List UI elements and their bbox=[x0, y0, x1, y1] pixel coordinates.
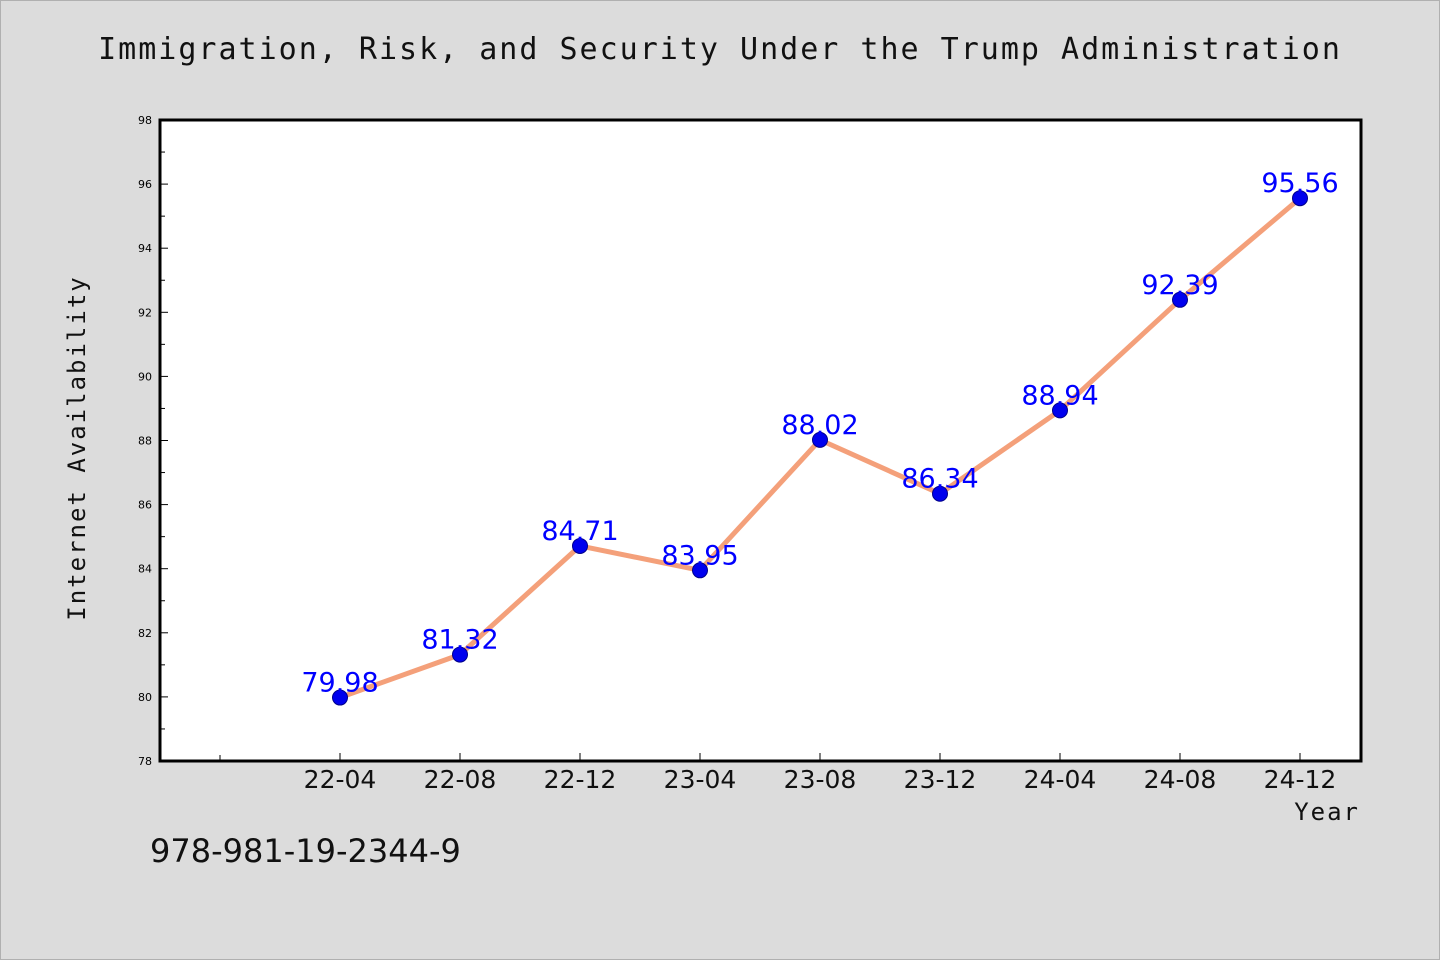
y-tick-label: 86 bbox=[138, 499, 152, 512]
data-point bbox=[1292, 190, 1308, 207]
x-axis-label: Year bbox=[1294, 798, 1360, 826]
x-tick-label: 22-12 bbox=[544, 765, 617, 794]
data-point bbox=[1052, 402, 1068, 419]
x-axis: 22-04 22-08 22-12 23-04 23-08 23-12 24-04 24-08… bbox=[219, 753, 1337, 794]
series-markers bbox=[332, 190, 1308, 706]
y-tick-label: 88 bbox=[138, 435, 152, 448]
data-label: 86.34 bbox=[901, 464, 978, 495]
data-label: 88.02 bbox=[781, 410, 858, 441]
data-label: 84.71 bbox=[541, 516, 618, 547]
data-label: 92.39 bbox=[1141, 270, 1218, 301]
y-tick-label: 82 bbox=[138, 627, 152, 640]
chart-title: Immigration, Risk, and Security Under th… bbox=[98, 32, 1342, 67]
y-tick-label: 84 bbox=[138, 563, 152, 576]
x-tick-label: 24-12 bbox=[1264, 765, 1337, 794]
isbn-note: 978-981-19-2344-9 bbox=[150, 832, 461, 870]
x-tick-label: 24-08 bbox=[1144, 765, 1217, 794]
data-labels: 79.98 81.32 84.71 83.95 88.02 86.34 88.94 92.39… bbox=[301, 168, 1338, 698]
x-tick-label: 24-04 bbox=[1024, 765, 1097, 794]
data-label: 88.94 bbox=[1021, 380, 1098, 411]
data-point bbox=[332, 689, 348, 706]
plot-area bbox=[158, 118, 1363, 763]
data-point bbox=[572, 537, 588, 554]
data-label: 95.56 bbox=[1261, 168, 1338, 199]
data-point bbox=[692, 562, 708, 579]
x-tick-label: 23-12 bbox=[904, 765, 977, 794]
x-tick-label: 22-08 bbox=[424, 765, 497, 794]
y-tick-label: 78 bbox=[138, 755, 152, 768]
data-label: 79.98 bbox=[301, 668, 378, 699]
y-tick-label: 92 bbox=[138, 306, 152, 319]
data-point bbox=[812, 431, 828, 448]
y-tick-label: 94 bbox=[138, 242, 152, 255]
y-tick-label: 90 bbox=[138, 370, 152, 383]
data-point bbox=[1172, 291, 1188, 308]
x-tick-label: 22-04 bbox=[304, 765, 377, 794]
y-axis: 78 80 82 84 86 88 90 92 94 96 98 bbox=[138, 114, 168, 768]
y-tick-label: 98 bbox=[138, 114, 152, 127]
x-tick-label: 23-08 bbox=[784, 765, 857, 794]
x-tick-label: 23-04 bbox=[664, 765, 737, 794]
y-axis-label: Internet Availability bbox=[63, 275, 91, 620]
data-label: 83.95 bbox=[661, 540, 738, 571]
data-label: 81.32 bbox=[421, 625, 498, 656]
data-point bbox=[932, 485, 948, 502]
y-tick-label: 96 bbox=[138, 178, 152, 191]
y-tick-label: 80 bbox=[138, 691, 152, 704]
data-point bbox=[452, 646, 468, 663]
